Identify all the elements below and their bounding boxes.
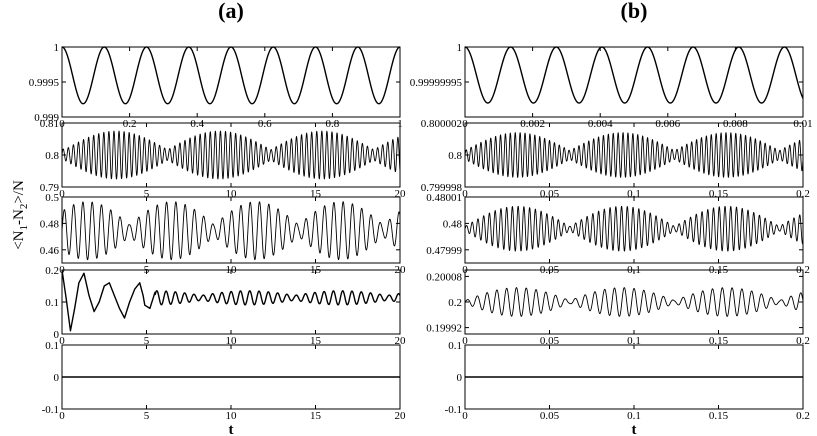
subplot-b-5: 0 0.05 0.1 0.15 0.2-0.100.1 [445,340,810,422]
x-tick-label: 0.2 [796,410,810,422]
x-tick-label: 0.6 [258,118,272,130]
y-tick-label: 0.5 [45,192,59,204]
x-tick-label: 0 [462,188,468,200]
panel-b-x-axis-label: t [632,422,637,436]
y-tick-label: 0.20008 [426,271,462,283]
subplot-a-4: 0 5 10 15 20 0 0.1 0.2 [45,265,406,347]
y-axis-label-part: -N [11,209,27,225]
x-tick-label: 10 [226,410,238,422]
y-tick-label: 0.9995 [29,77,60,89]
y-axis-label: <N1-N2>/N [11,180,30,250]
y-tick-label: 0.48001 [426,192,462,204]
panel-a-title: (a) [218,0,244,23]
y-tick-label: 0.800002 [421,118,462,130]
y-tick-label: 0.1 [45,340,59,352]
x-tick-label: 0.1 [627,335,641,347]
y-tick-label: 0.2 [45,265,59,277]
y-tick-label: 1 [54,42,60,54]
subplot-a-2: 0 5 10 15 20 0.79 0.8 0.81 [40,118,406,200]
y-tick-label: 0 [457,372,463,384]
x-tick-label: 20 [395,410,407,422]
x-tick-label: 0.2 [796,335,810,347]
y-tick-label: 0.46 [40,245,60,257]
x-tick-label: 0.2 [123,118,137,130]
y-tick-label: 0.79 [40,182,60,194]
y-tick-label: 0.99999995 [410,77,463,89]
y-tick-label: 1 [457,42,463,54]
y-tick-label: 0.8 [448,150,462,162]
x-tick-label: 0.006 [655,118,680,130]
series-line [464,132,804,178]
subplot-a-5: 0 5 10 15 20-0.100.1 [42,340,406,422]
x-tick-label: 0.1 [627,410,641,422]
x-tick-label: 5 [144,410,150,422]
y-tick-label: 0.1 [45,297,59,309]
y-tick-label: -0.1 [42,404,59,416]
x-tick-label: 0.002 [520,118,545,130]
y-tick-label: -0.1 [445,404,462,416]
series-line [61,46,401,105]
x-tick-label: 15 [310,410,322,422]
y-tick-label: 0 [54,329,60,341]
series-line [61,130,401,180]
series-line [464,287,804,317]
plot-area: 00.20.40.60.810.9990.99951051015200.790.… [29,42,813,422]
panel-b-title: (b) [621,0,648,23]
x-tick-label: 0.05 [540,410,560,422]
series-line [464,46,804,104]
x-tick-label: 20 [395,188,407,200]
y-tick-label: 0.8 [45,150,59,162]
panel-a-x-axis-label: t [229,422,234,436]
x-tick-label: 0.004 [588,118,613,130]
series-line [61,201,401,261]
y-tick-label: 0.2 [448,297,462,309]
x-tick-label: 15 [310,188,322,200]
x-tick-label: 10 [226,188,238,200]
subplot-b-4: 0 0.05 0.1 0.15 0.2 0.19992 0.2 0.20008 [426,269,810,347]
y-tick-label: 0.1 [448,340,462,352]
x-tick-label: 10 [226,335,238,347]
x-tick-label: 0.4 [190,118,204,130]
y-tick-label: 0.799998 [421,182,463,194]
axes-frame [61,46,401,118]
y-axis-label-subscript: 2 [18,204,30,210]
x-tick-label: 0 [59,410,65,422]
axes-frame [464,269,804,335]
y-tick-label: 0.47999 [426,245,462,257]
x-tick-label: 0.05 [540,335,560,347]
y-axis-label-subscript: 1 [18,225,30,231]
y-tick-label: 0.999 [34,112,59,124]
y-axis-label-part: <N [11,230,27,249]
y-tick-label: 0 [54,372,60,384]
x-tick-label: 15 [310,335,322,347]
y-axis-label-part: >/N [11,180,27,204]
y-tick-label: 0.19992 [426,323,462,335]
x-tick-label: 0 [59,188,65,200]
x-tick-label: 0.008 [723,118,748,130]
x-tick-label: 0 [59,335,65,347]
y-tick-label: 0.48 [40,218,60,230]
x-tick-label: 0.8 [326,118,340,130]
series-line [464,205,804,252]
x-tick-label: 0 [462,335,468,347]
series-line [61,269,401,332]
x-tick-label: 0 [462,410,468,422]
y-tick-label: 0.48 [443,218,463,230]
y-tick-label: 0.81 [40,118,59,130]
x-tick-label: 20 [395,335,407,347]
x-tick-label: 0.15 [709,335,729,347]
x-tick-label: 0.15 [709,410,729,422]
x-tick-label: 5 [144,335,150,347]
x-tick-label: 5 [144,188,150,200]
